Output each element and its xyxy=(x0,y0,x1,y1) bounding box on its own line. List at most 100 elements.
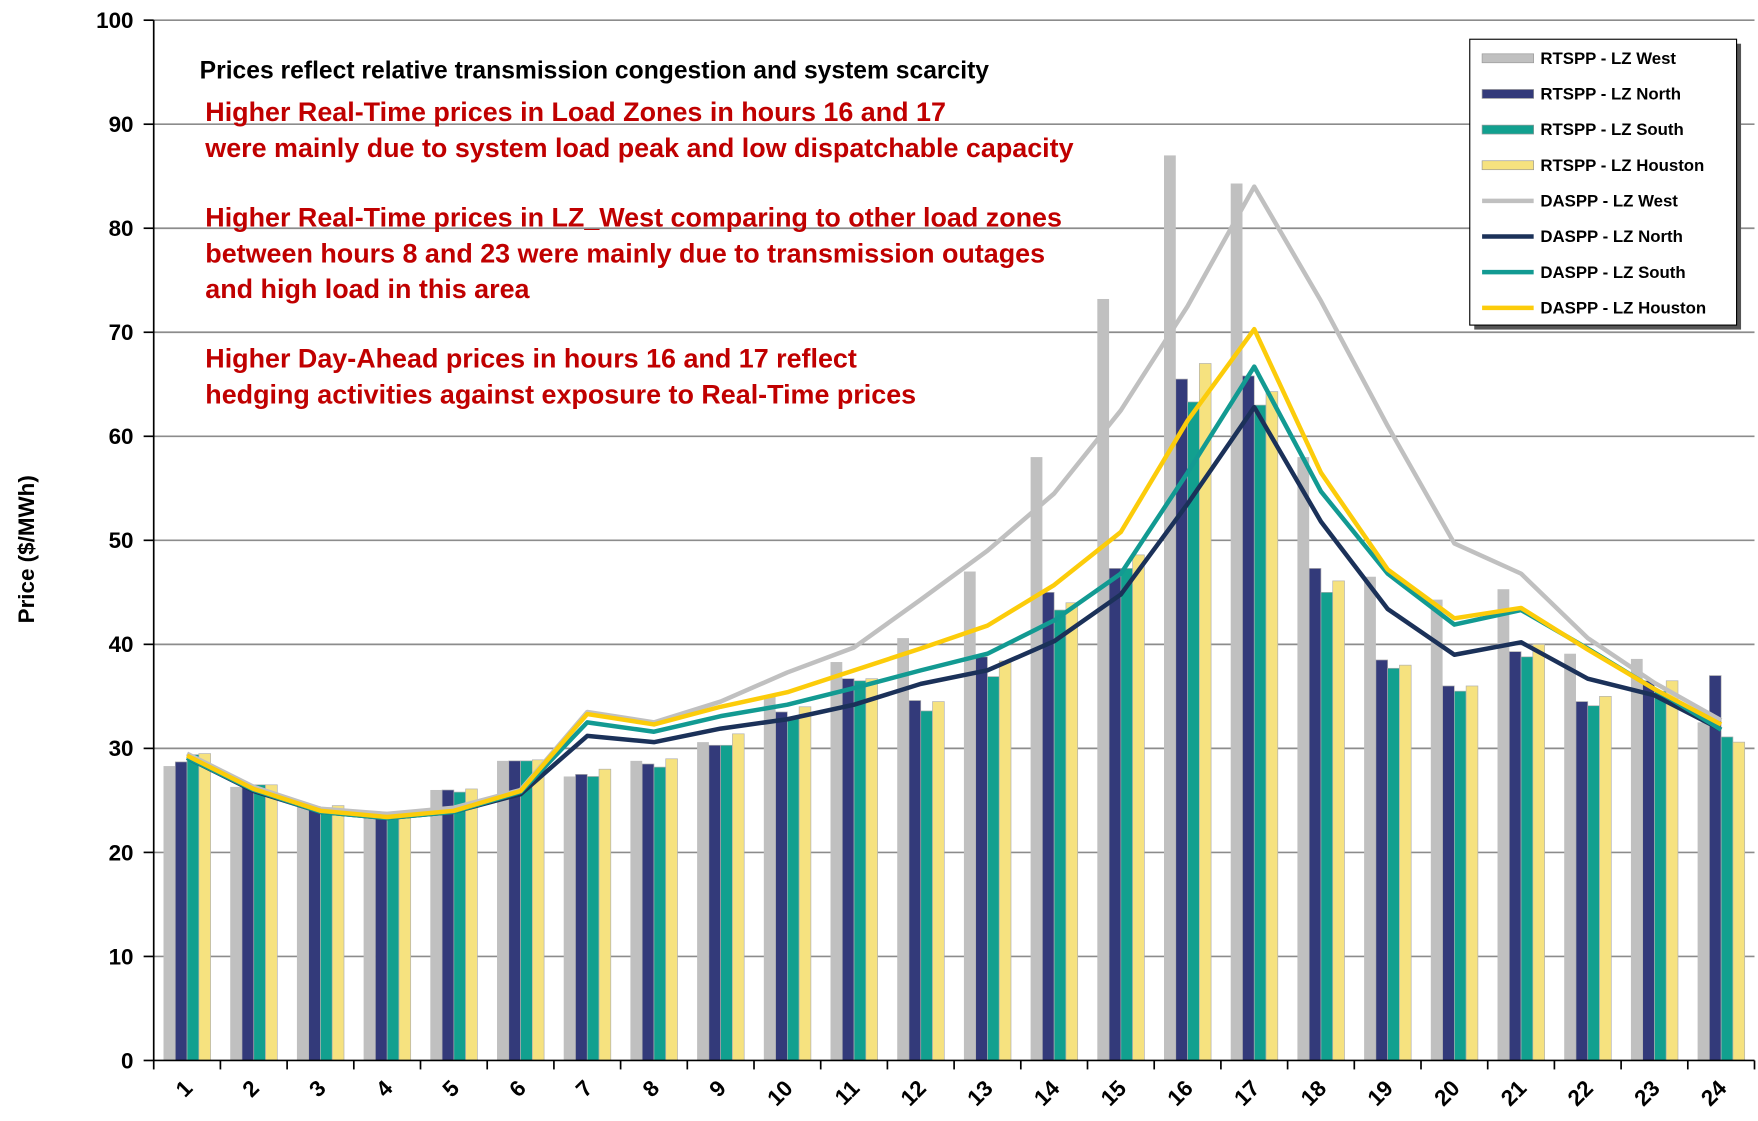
legend-swatch xyxy=(1481,160,1535,171)
bar xyxy=(975,656,988,1061)
bar xyxy=(1120,568,1133,1061)
y-tick-label: 90 xyxy=(109,112,134,137)
bar xyxy=(865,678,878,1061)
x-tick-label: 8 xyxy=(638,1075,664,1101)
bar xyxy=(241,784,255,1061)
y-tick-label: 20 xyxy=(109,840,134,865)
y-tick-label: 40 xyxy=(109,632,134,657)
bar xyxy=(497,760,509,1061)
bar xyxy=(1732,741,1746,1061)
legend-label: RTSPP - LZ North xyxy=(1540,85,1681,104)
legend-label: DASPP - LZ Houston xyxy=(1540,298,1706,317)
line-series xyxy=(186,184,1723,817)
x-tick-label: 3 xyxy=(304,1075,330,1101)
bar xyxy=(1108,568,1122,1061)
legend-label: DASPP - LZ South xyxy=(1540,263,1685,282)
bar xyxy=(563,776,576,1061)
y-tick-label: 100 xyxy=(96,8,133,33)
y-tick-label: 70 xyxy=(109,320,134,345)
legend-swatch xyxy=(1481,53,1535,64)
bar xyxy=(531,759,545,1061)
bar xyxy=(1097,298,1110,1061)
x-tick-label: 1 xyxy=(171,1075,197,1101)
bar xyxy=(1709,675,1722,1061)
x-tick-label: 17 xyxy=(1229,1075,1264,1110)
bar xyxy=(1399,664,1412,1061)
bar xyxy=(375,816,388,1061)
bar xyxy=(598,768,612,1061)
bar xyxy=(1508,651,1522,1061)
bar xyxy=(465,788,478,1061)
bar xyxy=(775,711,788,1061)
bar xyxy=(1532,644,1545,1061)
bar xyxy=(798,706,812,1061)
bar xyxy=(1265,391,1279,1061)
x-tick-label: 6 xyxy=(504,1075,530,1101)
bar xyxy=(665,758,678,1061)
annotation: and high load in this area xyxy=(205,274,530,304)
bar xyxy=(265,784,278,1061)
bar xyxy=(253,784,266,1061)
bar xyxy=(641,763,655,1061)
x-tick-label: 15 xyxy=(1096,1075,1131,1110)
y-tick-label: 30 xyxy=(109,736,134,761)
bar xyxy=(653,766,667,1061)
y-tick-label: 80 xyxy=(109,216,134,241)
x-tick-label: 9 xyxy=(704,1075,730,1101)
line-series xyxy=(186,326,1723,820)
bar xyxy=(1065,602,1079,1061)
bar xyxy=(1030,457,1043,1061)
bar xyxy=(932,701,945,1061)
bar xyxy=(441,789,455,1061)
bar xyxy=(1253,404,1267,1061)
y-tick-label: 10 xyxy=(109,944,134,969)
bar xyxy=(586,776,600,1061)
bar xyxy=(1564,653,1576,1061)
bar xyxy=(308,806,321,1061)
bar xyxy=(331,805,345,1061)
bar xyxy=(1630,658,1643,1061)
x-tick-label: 2 xyxy=(238,1075,264,1101)
x-tick-label: 12 xyxy=(896,1075,931,1110)
bar xyxy=(963,571,976,1061)
annotation: Higher Real-Time prices in Load Zones in… xyxy=(205,97,946,127)
bar xyxy=(720,744,733,1061)
y-axis-label: Price ($/MWh) xyxy=(14,475,39,623)
bar xyxy=(174,761,188,1061)
bar xyxy=(1053,609,1067,1061)
bar xyxy=(1575,701,1589,1061)
x-tick-label: 23 xyxy=(1629,1075,1664,1110)
bar xyxy=(1320,592,1334,1061)
legend-label: DASPP - LZ North xyxy=(1540,227,1682,246)
bar xyxy=(1454,690,1467,1061)
bar xyxy=(163,766,176,1061)
bar xyxy=(1520,656,1534,1061)
bar xyxy=(897,638,909,1061)
bar xyxy=(230,786,242,1061)
bar xyxy=(508,760,521,1061)
bar xyxy=(363,815,376,1061)
bar xyxy=(697,742,709,1061)
x-tick-label: 18 xyxy=(1296,1075,1331,1110)
bar xyxy=(1697,722,1710,1061)
bar xyxy=(1654,690,1667,1061)
bar xyxy=(787,716,800,1061)
x-tick-label: 24 xyxy=(1696,1075,1732,1111)
annotation: were mainly due to system load peak and … xyxy=(204,133,1073,163)
x-tick-label: 20 xyxy=(1429,1075,1464,1110)
bar xyxy=(908,700,922,1061)
bar xyxy=(320,807,333,1061)
x-tick-label: 14 xyxy=(1029,1075,1065,1111)
bar xyxy=(1198,363,1212,1061)
bar xyxy=(1665,680,1679,1061)
bar xyxy=(732,733,745,1061)
line-series xyxy=(186,364,1723,821)
x-tick-label: 22 xyxy=(1563,1075,1598,1110)
bar xyxy=(1442,685,1455,1061)
legend-swatch xyxy=(1481,124,1535,135)
annotation: Prices reflect relative transmission con… xyxy=(200,57,990,84)
bar xyxy=(398,815,412,1061)
legend-label: RTSPP - LZ South xyxy=(1540,120,1683,139)
bar xyxy=(1720,736,1734,1061)
